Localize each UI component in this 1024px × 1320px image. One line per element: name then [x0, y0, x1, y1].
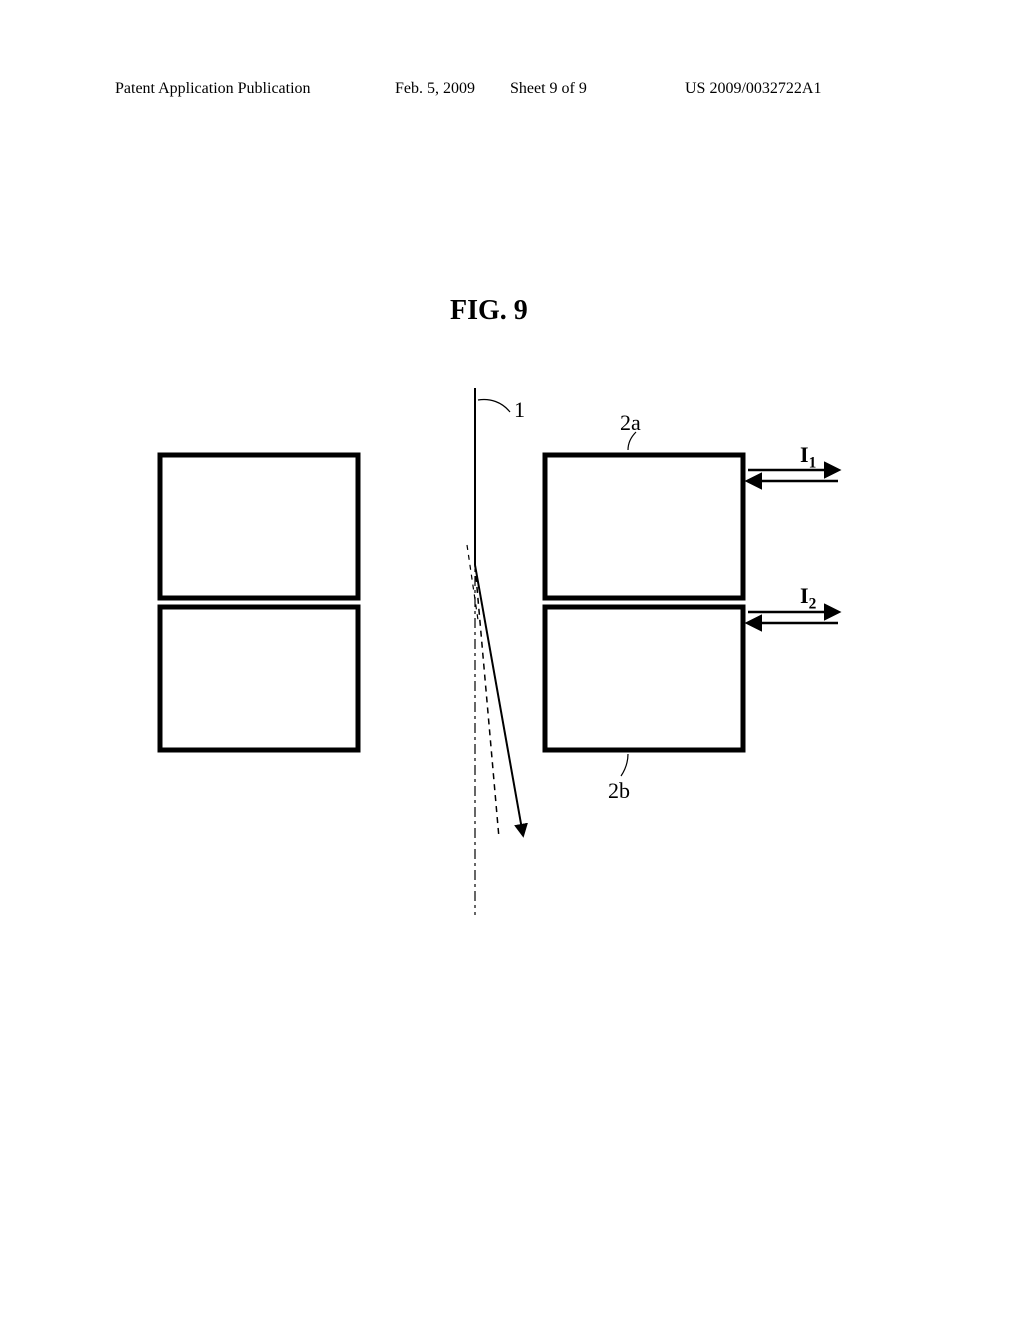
label-i1-name: I — [800, 442, 809, 467]
label-i1-sub: 1 — [809, 454, 817, 471]
label-beam-1: 1 — [514, 397, 525, 423]
beam-deflected — [475, 565, 523, 835]
beam-kink-dash — [467, 545, 478, 620]
label-2b: 2b — [608, 778, 630, 804]
beam-deflected-dashed — [475, 565, 499, 838]
page: Patent Application Publication Feb. 5, 2… — [0, 0, 1024, 1320]
label-2a: 2a — [620, 410, 641, 436]
left-rect-bottom — [160, 607, 358, 750]
leader-beam-1 — [478, 400, 510, 413]
figure-diagram — [0, 0, 1024, 1005]
label-i2-sub: 2 — [809, 595, 817, 612]
left-rect-top — [160, 455, 358, 598]
label-i2-name: I — [800, 583, 809, 608]
leader-2b — [621, 754, 628, 776]
right-rect-bottom — [545, 607, 743, 750]
label-i1: I1 — [800, 442, 816, 472]
label-i2: I2 — [800, 583, 816, 613]
right-rect-top — [545, 455, 743, 598]
